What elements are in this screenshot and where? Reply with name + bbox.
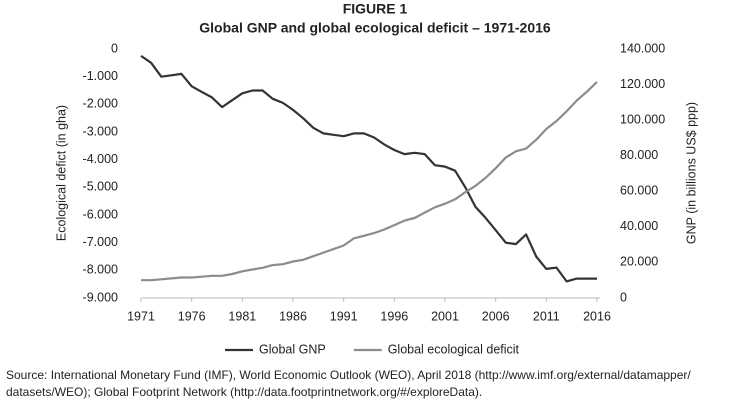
y2-tick-label: 100.000	[620, 112, 665, 126]
source-line: Source: International Monetary Fund (IMF…	[6, 368, 691, 382]
chart-title: FIGURE 1	[343, 1, 408, 17]
y-tick-label: -6.000	[83, 207, 118, 221]
x-tick-label: 1971	[127, 309, 155, 323]
source-line: datasets/WEO); Global Footprint Network …	[6, 385, 482, 399]
y2-tick-label: 140.000	[620, 41, 665, 55]
legend-label: Global ecological deficit	[388, 342, 520, 356]
x-tick-label: 2011	[533, 309, 560, 323]
y2-axis-label: GNP (in billions US$ ppp)	[684, 102, 698, 244]
y2-tick-label: 20.000	[620, 255, 658, 269]
y-tick-label: -3.000	[83, 124, 118, 138]
legend-label: Global GNP	[259, 342, 326, 356]
x-tick-label: 1991	[330, 309, 358, 323]
y-tick-label: -7.000	[83, 235, 118, 249]
y2-tick-label: 0	[620, 290, 627, 304]
x-tick-label: 2006	[482, 309, 510, 323]
y-tick-label: -2.000	[83, 97, 118, 111]
x-tick-label: 1986	[279, 309, 307, 323]
y2-tick-label: 120.000	[620, 77, 665, 91]
y-axis-label: Ecological defict (in gha)	[54, 105, 68, 241]
x-tick-label: 1981	[228, 309, 256, 323]
y2-tick-label: 40.000	[620, 219, 658, 233]
x-tick-label: 1976	[178, 309, 206, 323]
x-tick-label: 2016	[583, 309, 611, 323]
y-tick-label: -5.000	[83, 180, 118, 194]
y-tick-label: -9.000	[83, 290, 118, 304]
y-tick-label: 0	[111, 41, 118, 55]
data-line	[141, 81, 598, 282]
chart-subtitle: Global GNP and global ecological deficit…	[199, 20, 551, 36]
y2-tick-label: 80.000	[620, 148, 658, 162]
y-tick-label: -4.000	[83, 152, 118, 166]
data-line	[140, 54, 597, 283]
y2-tick-label: 60.000	[620, 184, 658, 198]
x-tick-label: 2001	[431, 309, 459, 323]
x-tick-label: 1996	[380, 309, 408, 323]
y-tick-label: -8.000	[83, 263, 118, 277]
y-tick-label: -1.000	[83, 69, 118, 83]
